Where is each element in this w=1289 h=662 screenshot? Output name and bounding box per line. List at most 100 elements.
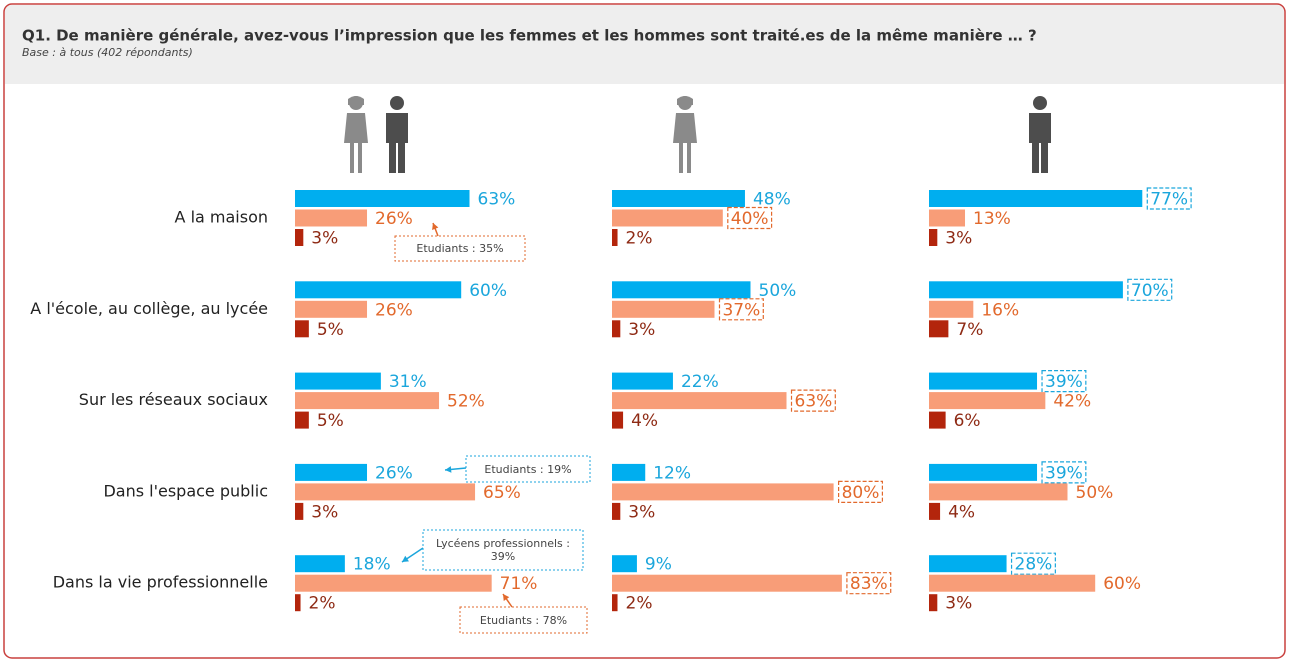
value-label: 22% [681,372,719,392]
value-label: 80% [842,483,880,503]
header-bg [5,5,1284,84]
bar [929,483,1068,501]
category-label: Dans la vie professionnelle [53,573,268,592]
bar [929,300,974,318]
bar [612,392,787,410]
highlight-box [718,298,764,321]
annotation-box [422,529,584,571]
bar [295,300,368,318]
value-label: 48% [753,190,791,210]
highlight-box [1041,370,1087,393]
value-label: 65% [483,483,521,503]
bar [929,392,1046,410]
annotation: Etudiants : 78% [479,613,568,627]
bar [295,229,304,246]
bar [295,574,492,592]
bar [929,281,1123,299]
value-label: 50% [759,281,797,301]
category-label: A la maison [175,208,268,227]
value-label: 3% [628,320,655,340]
value-label: 4% [948,502,975,522]
value-label: 2% [309,594,336,614]
value-label: 3% [311,229,338,249]
value-label: 5% [317,320,344,340]
bar [929,574,1096,592]
bar [295,392,440,410]
value-label: 7% [956,320,983,340]
bar [612,190,745,207]
value-label: 12% [653,463,691,483]
value-label: 37% [722,300,760,320]
bar [612,320,621,338]
value-label: 5% [317,411,344,431]
value-label: 71% [500,574,538,594]
bar [929,594,938,612]
highlight-box [1041,461,1087,484]
value-label: 50% [1076,483,1114,503]
bar [612,502,621,520]
value-label: 63% [478,190,516,210]
bar [295,502,304,520]
annotation-arrowhead [503,594,510,601]
value-label: 60% [1103,574,1141,594]
bar [929,411,946,429]
bar [612,411,624,429]
bar [929,372,1038,390]
highlight-box [790,389,836,412]
value-label: 42% [1053,392,1091,412]
value-label: 3% [945,594,972,614]
value-label: 39% [1045,372,1083,392]
category-label: Sur les réseaux sociaux [79,390,268,409]
value-label: 2% [626,229,653,249]
highlight-box [727,206,773,230]
annotation-box [394,235,526,262]
value-label: 39% [1045,463,1083,483]
value-label: 31% [389,372,427,392]
bar [612,281,751,299]
bar [929,209,966,227]
value-label: 18% [353,555,391,575]
bar [612,483,834,501]
value-label: 52% [447,392,485,412]
annotation: Lycéens professionnels : 39% [436,537,570,563]
bar [295,190,470,207]
bar [295,281,462,299]
bar [295,209,368,227]
value-label: 77% [1150,190,1188,210]
bar [612,372,673,390]
value-label: 6% [954,411,981,431]
value-label: 26% [375,463,413,483]
bar [612,300,715,318]
value-label: 40% [731,209,769,229]
value-label: 26% [375,209,413,229]
value-label: 3% [945,229,972,249]
bar [295,483,476,501]
bar [612,463,646,481]
bar [612,594,618,612]
value-label: 2% [626,594,653,614]
bar [929,555,1007,573]
bar [929,502,941,520]
value-label: 3% [311,502,338,522]
bar [295,320,309,338]
value-label: 70% [1131,281,1169,301]
annotation-arrowhead [402,555,409,562]
value-label: 60% [469,281,507,301]
value-label: 4% [631,411,658,431]
value-label: 83% [850,574,888,594]
annotation-box [465,455,591,483]
value-label: 3% [628,502,655,522]
value-label: 16% [981,300,1019,320]
value-label: 26% [375,300,413,320]
bar [295,372,381,390]
bar [612,229,618,246]
bar [929,320,949,338]
bar [929,463,1038,481]
highlight-box [1010,552,1056,575]
value-label: 63% [795,392,833,412]
value-label: 28% [1015,555,1053,575]
chart-title: Q1. De manière générale, avez-vous l’imp… [22,27,1037,45]
category-label: Dans l'espace public [103,481,268,500]
